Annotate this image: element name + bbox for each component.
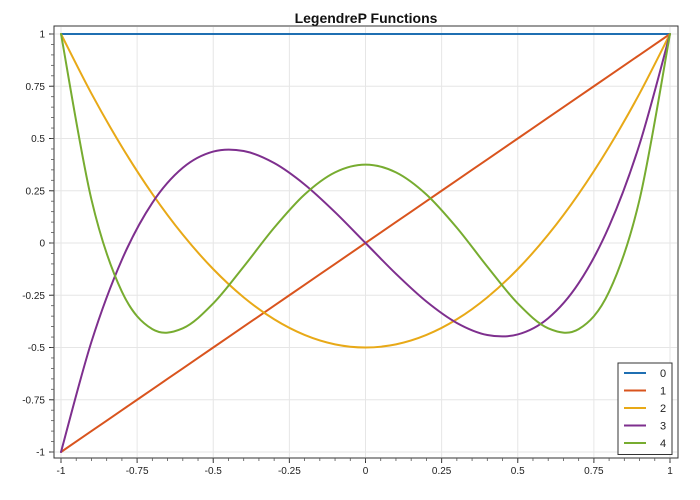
- series-lines: [60, 33, 671, 453]
- x-tick-label: 1: [667, 466, 673, 477]
- y-tick-label: -0.75: [22, 395, 45, 406]
- y-tick-label: 0.75: [26, 82, 46, 93]
- y-tick-label: 0.25: [26, 186, 46, 197]
- x-tick-label: -1: [57, 466, 66, 477]
- y-tick-label: -0.25: [22, 291, 45, 302]
- y-tick-label: 1: [39, 30, 45, 41]
- series-line-2: [60, 33, 671, 349]
- x-tick-label: -0.75: [126, 466, 149, 477]
- x-tick-label: -0.5: [205, 466, 223, 477]
- legend-label: 2: [660, 403, 666, 415]
- x-tick-label: 0: [363, 466, 369, 477]
- x-tick-label: 0.5: [511, 466, 525, 477]
- y-tick-label: 0.5: [31, 134, 45, 145]
- x-tick-label: 0.75: [584, 466, 604, 477]
- chart-title: LegendreP Functions: [295, 10, 438, 26]
- y-tick-label: -0.5: [28, 343, 46, 354]
- legend-label: 4: [660, 438, 666, 450]
- legend: 0 1 2 3 4: [617, 362, 673, 455]
- legend-label: 1: [660, 386, 666, 398]
- axis-ticks: -1 -0.75 -0.5 -0.25 0 0.25 0.5 0.75 1 -1 -0.75 -0.5…: [22, 30, 673, 478]
- series-line-3: [60, 33, 671, 453]
- legend-label: 3: [660, 421, 666, 433]
- y-tick-label: -1: [36, 448, 45, 459]
- x-tick-label: 0.25: [432, 466, 452, 477]
- legend-label: 0: [660, 368, 666, 380]
- series-line-4: [60, 33, 671, 334]
- x-tick-label: -0.25: [278, 466, 301, 477]
- y-tick-label: 0: [39, 239, 45, 250]
